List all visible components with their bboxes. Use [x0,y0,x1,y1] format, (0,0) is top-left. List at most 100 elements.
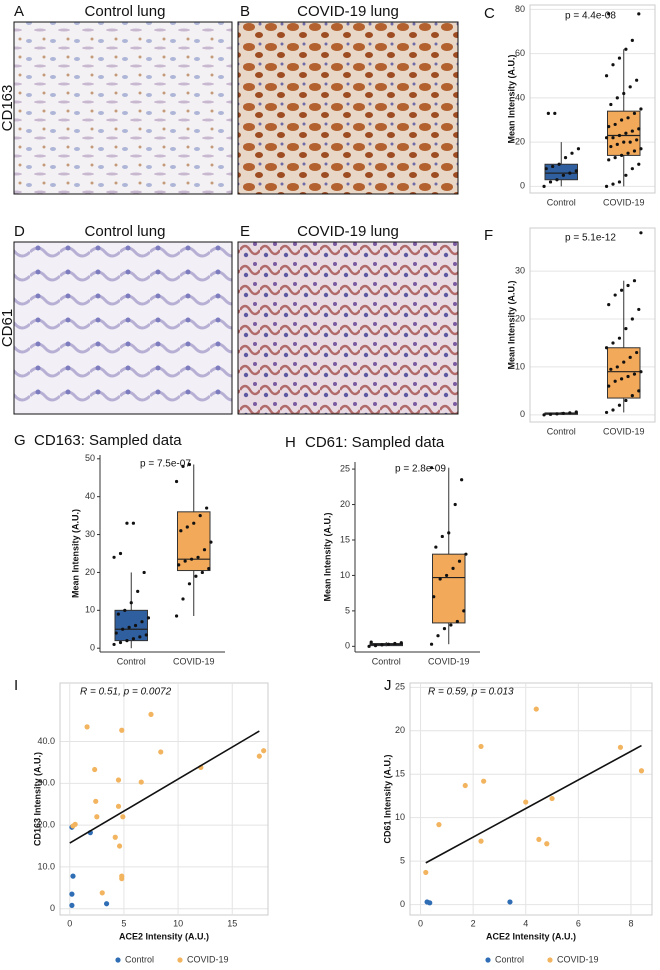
data-point [436,634,440,638]
data-point [617,744,624,750]
y-tick-label: 20 [340,499,350,509]
data-point [639,370,643,374]
data-point [628,140,632,144]
data-point [438,577,442,581]
data-point [194,574,198,578]
legend-swatch [485,957,491,963]
box [607,110,641,156]
data-point [455,619,459,624]
y-tick-label: 40 [515,92,525,102]
data-point [617,56,622,60]
data-point [609,102,613,107]
data-point [427,900,433,906]
data-point [464,552,468,556]
data-point [611,341,615,345]
data-point [138,635,142,639]
data-point [84,724,90,730]
y-axis-label: Mean Intensity (A.U.) [322,512,332,601]
x-tick-label: COVID-19 [603,197,645,207]
data-point [630,129,634,133]
data-point [192,521,196,525]
data-point [367,644,371,648]
data-point [119,876,125,882]
data-point [639,147,643,151]
data-point [146,616,151,620]
data-point [120,814,126,820]
data-point [183,559,187,563]
data-point [93,798,99,804]
data-point [561,173,565,177]
x-tick-label: Control [117,656,146,666]
x-tick-label: 2 [471,918,476,928]
data-point [119,727,125,733]
data-point [462,782,468,789]
legend-label: COVID-19 [187,954,229,964]
box [432,553,466,624]
y-tick-label: 5 [345,605,350,615]
y-tick-label: 50 [85,453,95,463]
data-point [609,367,613,371]
y-tick-label: 20 [515,313,525,323]
data-point [544,841,550,847]
y-tick-label: 20 [395,725,405,735]
legend-swatch [115,957,121,963]
panel-letter: A [14,3,24,20]
data-point [140,620,144,624]
data-point [202,548,207,552]
y-tick-label: 5 [400,856,405,866]
y-tick-label: 10 [85,605,95,615]
row-label: CD61 [0,309,16,347]
y-axis-label: Mean Intensity (A.U.) [506,54,516,143]
data-point [624,173,628,177]
x-axis-label: ACE2 Intensity (A.U.) [486,931,576,941]
data-point [574,410,578,414]
data-point [639,231,643,235]
data-point [637,162,641,166]
data-point [604,346,609,350]
data-point [447,531,451,535]
data-point [429,466,434,470]
y-tick-label: 10.0 [37,861,55,871]
plot-frame [529,4,656,194]
data-point [198,514,202,518]
data-point [563,156,568,160]
data-point [423,869,429,876]
data-point [628,85,632,89]
data-point [478,838,484,844]
data-point [380,643,384,647]
data-point [632,111,637,115]
data-point [624,398,628,403]
data-point [549,795,555,802]
x-tick-label: Control [547,197,576,207]
data-point [399,641,403,645]
data-point [131,637,135,641]
panel-letter: F [484,227,493,244]
data-point [555,178,559,182]
panel-letter: I [14,677,18,694]
data-point [69,891,75,897]
data-point [158,749,164,755]
data-point [138,779,144,785]
micrograph [13,21,233,195]
data-point [187,582,192,586]
box [177,511,211,572]
data-point [432,595,436,599]
data-point [207,567,211,571]
data-point [632,149,637,153]
data-point [617,403,622,407]
data-point [174,479,179,484]
y-tick-label: 15 [395,769,405,779]
data-point [453,502,457,507]
y-tick-label: 40.0 [37,736,55,746]
data-point [125,521,129,525]
data-point [542,184,546,188]
data-point [626,151,630,155]
y-tick-label: 10 [395,812,405,822]
annotation: p = 5.1e-12 [565,233,616,244]
data-point [622,91,626,96]
trend-line [425,744,642,864]
data-point [557,162,561,166]
x-tick-label: 15 [227,918,237,928]
data-point [553,111,557,115]
